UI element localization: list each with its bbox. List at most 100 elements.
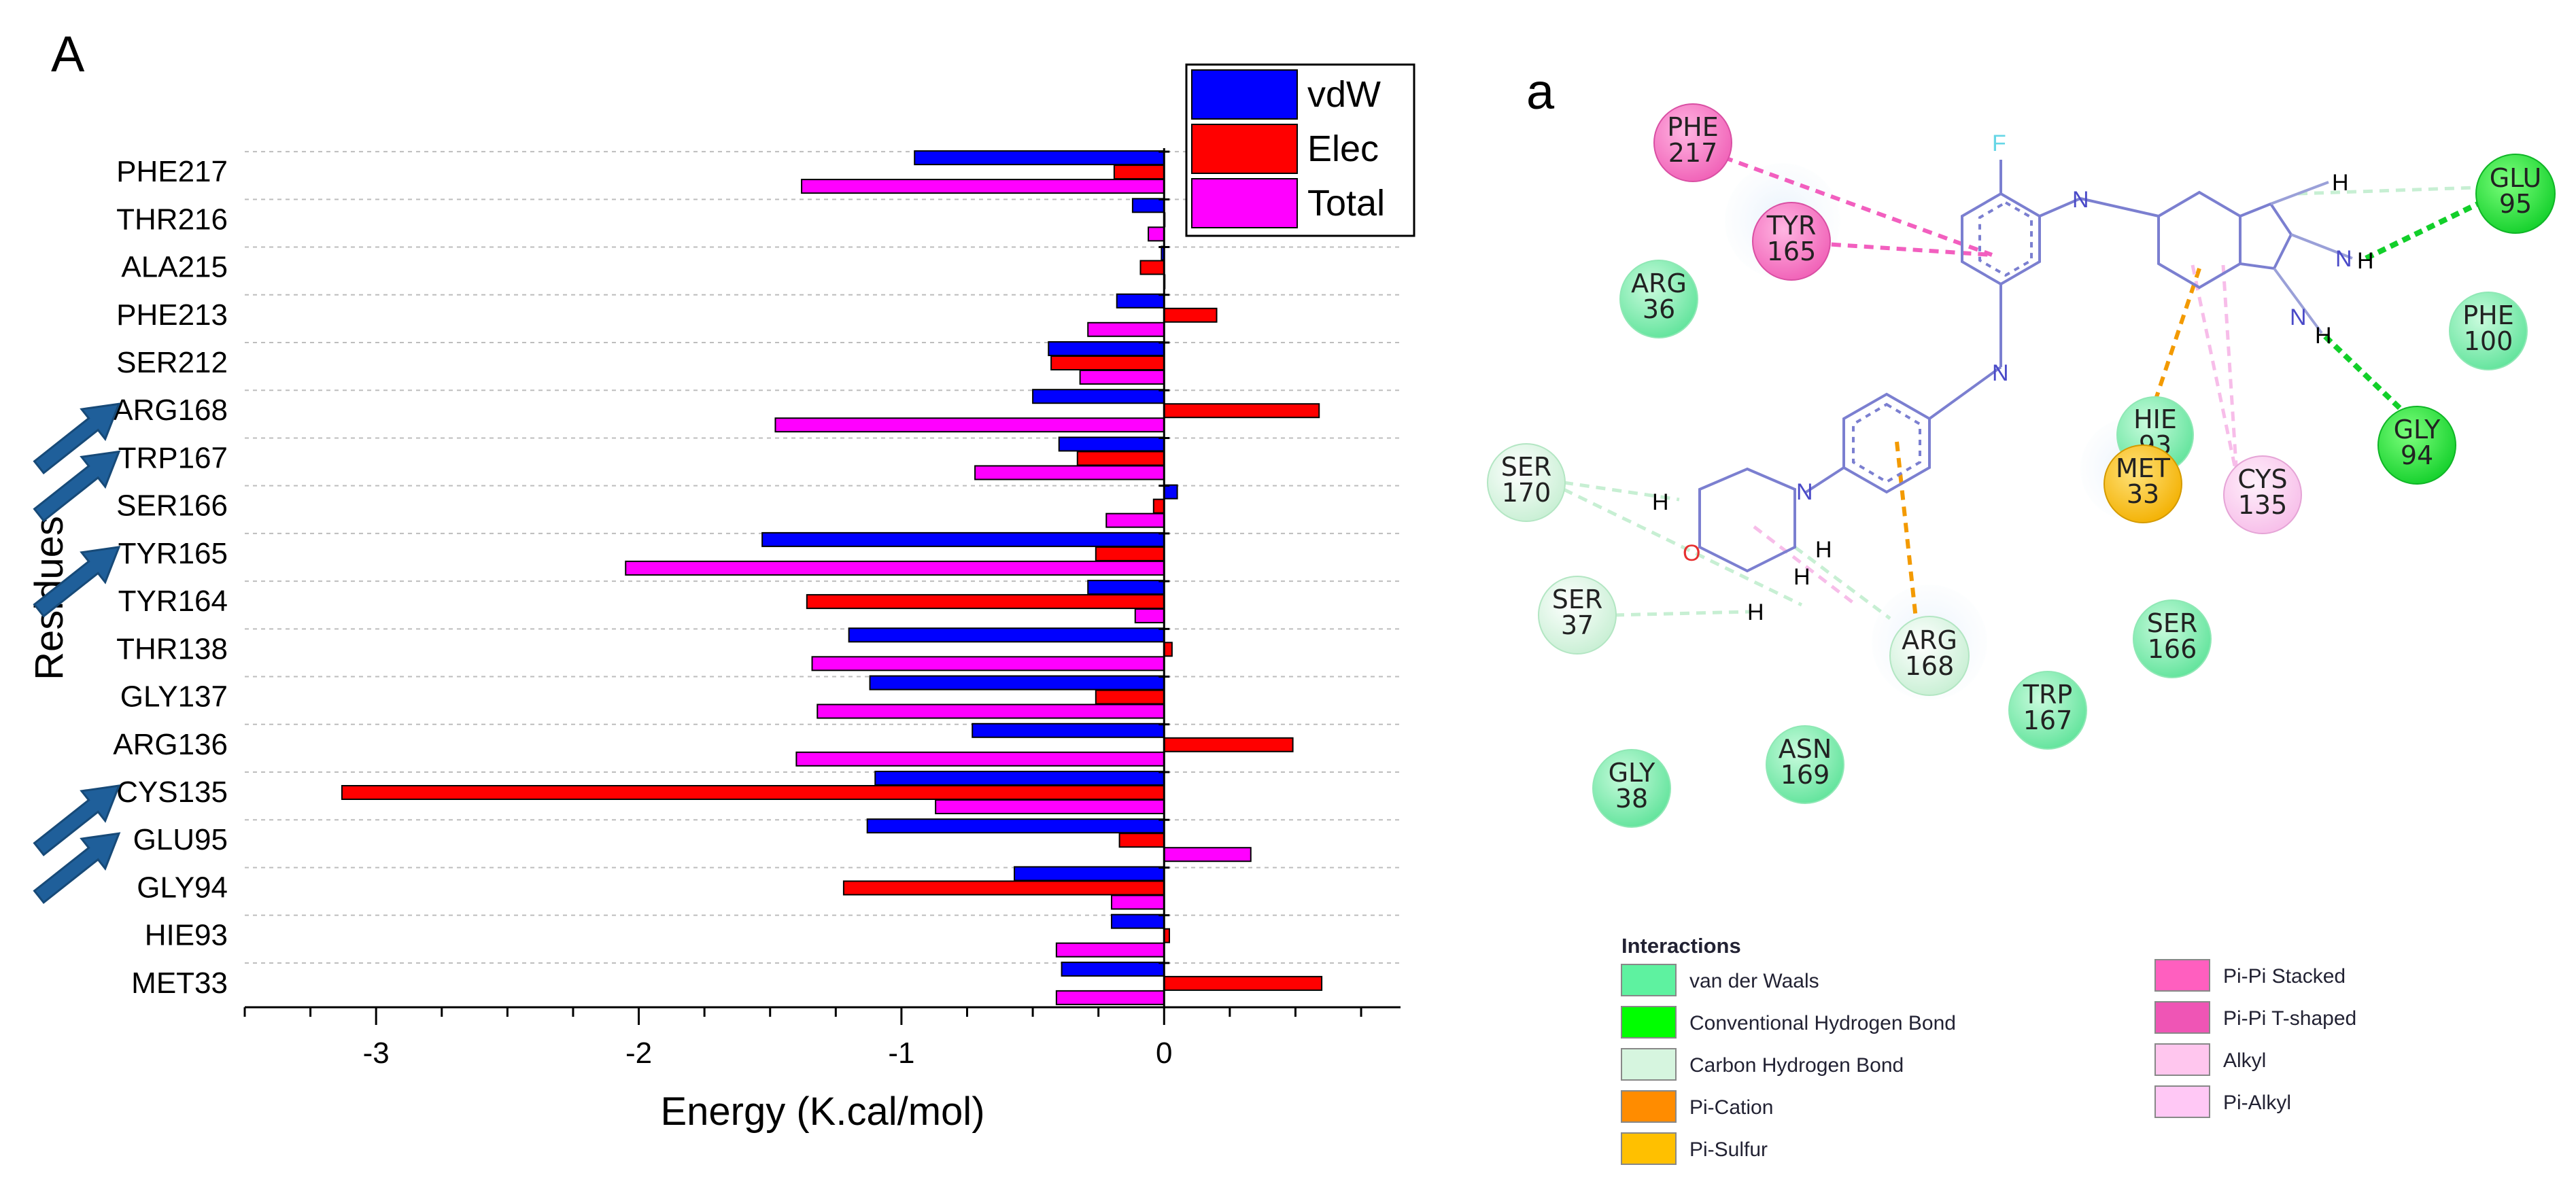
highlight-arrow-cys135 xyxy=(33,784,121,856)
chart-legend: vdW Elec Total xyxy=(1185,63,1415,237)
atom-h-7: H xyxy=(1747,599,1764,625)
alkyl-line-2 xyxy=(2191,264,2239,476)
bar-total-gly94 xyxy=(1111,894,1165,910)
svg-text:GLU: GLU xyxy=(2490,163,2542,193)
pi-sulfur-line xyxy=(2146,268,2201,422)
category-label-ser212: SER212 xyxy=(116,346,228,379)
chb-line-ser170-b xyxy=(1562,487,1803,607)
svg-text:167: 167 xyxy=(2023,705,2073,735)
bar-total-thr138 xyxy=(811,656,1165,672)
residue-cys135: CYS135 xyxy=(2223,455,2302,534)
atom-h-5: H xyxy=(1815,537,1832,563)
svg-text:170: 170 xyxy=(1502,478,1551,508)
svg-text:ARG: ARG xyxy=(1631,268,1687,298)
category-labels: PHE217 THR216 ALA215 PHE213 SER212 ARG168 TRP1… xyxy=(113,155,228,1000)
atom-f: F xyxy=(1992,130,2006,156)
atom-o: O xyxy=(1683,540,1700,566)
bar-elec-gly137 xyxy=(1095,689,1165,705)
category-label-thr138: THR138 xyxy=(116,632,228,665)
panel-label-a: A xyxy=(51,26,85,82)
bar-total-trp167 xyxy=(974,465,1165,481)
atom-n-2: N xyxy=(1992,360,2009,386)
svg-text:94: 94 xyxy=(2401,440,2433,470)
bar-total-phe217 xyxy=(801,179,1165,194)
svg-text:PHE: PHE xyxy=(1667,112,1719,142)
bond-nh-2 xyxy=(2080,197,2159,217)
bar-vdw-thr138 xyxy=(848,627,1165,643)
bar-vdw-met33 xyxy=(1061,961,1165,977)
svg-text:168: 168 xyxy=(1905,651,1955,681)
atom-n-morph: N xyxy=(1796,479,1813,505)
bar-vdw-phe213 xyxy=(1116,293,1165,309)
bar-total-met33 xyxy=(1055,990,1165,1005)
bar-elec-tyr165 xyxy=(1095,546,1165,561)
highlight-arrows xyxy=(33,402,121,905)
category-label-cys135: CYS135 xyxy=(116,775,228,809)
bond-nh-6 xyxy=(2273,267,2323,334)
category-label-arg136: ARG136 xyxy=(113,728,228,761)
svg-text:38: 38 xyxy=(1615,784,1648,814)
residue-glu95: GLU95 xyxy=(2475,154,2556,234)
bond-ch xyxy=(2270,181,2329,205)
bar-vdw-gly94 xyxy=(1014,866,1165,882)
atom-h-2: H xyxy=(2357,248,2374,274)
category-label-arg168: ARG168 xyxy=(113,394,228,427)
bar-vdw-thr216 xyxy=(1131,198,1165,213)
x-tick-label: -3 xyxy=(363,1036,390,1070)
chb-line-ser170-a xyxy=(1563,481,1680,502)
pyrazole-ring xyxy=(2239,202,2293,271)
bar-elec-thr138 xyxy=(1163,642,1173,657)
interaction-legend-item: Pi-Pi T-shaped xyxy=(2154,1001,2356,1034)
legend-swatch-total xyxy=(1191,178,1298,228)
svg-text:Alkyl: Alkyl xyxy=(2223,1049,2266,1072)
interaction-legend-item: Conventional Hydrogen Bond xyxy=(1621,1006,1956,1039)
svg-text:HIE: HIE xyxy=(2133,404,2177,434)
bar-total-hie93 xyxy=(1055,942,1165,958)
bar-elec-glu95 xyxy=(1118,833,1165,848)
svg-text:SER: SER xyxy=(1501,452,1552,482)
atom-h-1: H xyxy=(2332,170,2349,196)
highlight-arrow-trp167 xyxy=(33,450,121,523)
svg-text:95: 95 xyxy=(2499,189,2532,219)
interactions-legend-items: van der Waals Conventional Hydrogen Bond C… xyxy=(1621,959,2356,1165)
bar-elec-arg136 xyxy=(1163,737,1294,752)
bar-elec-phe217 xyxy=(1113,164,1165,180)
svg-text:Conventional Hydrogen Bond: Conventional Hydrogen Bond xyxy=(1689,1012,1956,1034)
interactions-legend: Interactions van der Waals Conventional H… xyxy=(1621,934,2356,1165)
bar-elec-ala215 xyxy=(1139,260,1165,275)
bar-vdw-arg136 xyxy=(972,722,1165,738)
bar-vdw-ser166 xyxy=(1163,484,1178,500)
bar-elec-arg168 xyxy=(1163,403,1320,419)
interaction-legend-item: van der Waals xyxy=(1621,964,1819,996)
svg-text:Pi-Sulfur: Pi-Sulfur xyxy=(1689,1138,1768,1161)
bar-elec-tyr164 xyxy=(806,594,1165,610)
category-label-met33: MET33 xyxy=(131,966,228,1000)
bar-vdw-trp167 xyxy=(1058,436,1165,452)
bar-vdw-cys135 xyxy=(874,771,1165,786)
svg-text:36: 36 xyxy=(1643,294,1675,324)
bar-elec-phe213 xyxy=(1163,307,1218,323)
bar-total-ser212 xyxy=(1079,370,1165,385)
svg-text:165: 165 xyxy=(1767,237,1817,266)
pyrimidine-ring xyxy=(1961,192,2041,286)
pi-cation-line xyxy=(1895,441,1918,619)
ligand-structure xyxy=(1698,160,2353,573)
bar-total-thr216 xyxy=(1148,226,1165,242)
category-label-glu95: GLU95 xyxy=(133,823,228,856)
category-label-trp167: TRP167 xyxy=(118,441,228,474)
bar-vdw-gly137 xyxy=(869,675,1165,691)
category-label-hie93: HIE93 xyxy=(145,919,228,952)
highlight-arrow-glu95 xyxy=(33,832,121,905)
interaction-legend-item: Pi-Alkyl xyxy=(2154,1085,2291,1118)
axes xyxy=(243,148,1401,1025)
category-label-tyr165: TYR165 xyxy=(118,537,228,570)
svg-text:217: 217 xyxy=(1668,138,1718,168)
bond-nh-5 xyxy=(2290,233,2353,260)
category-label-ser166: SER166 xyxy=(116,489,228,523)
bar-vdw-tyr164 xyxy=(1087,580,1165,595)
